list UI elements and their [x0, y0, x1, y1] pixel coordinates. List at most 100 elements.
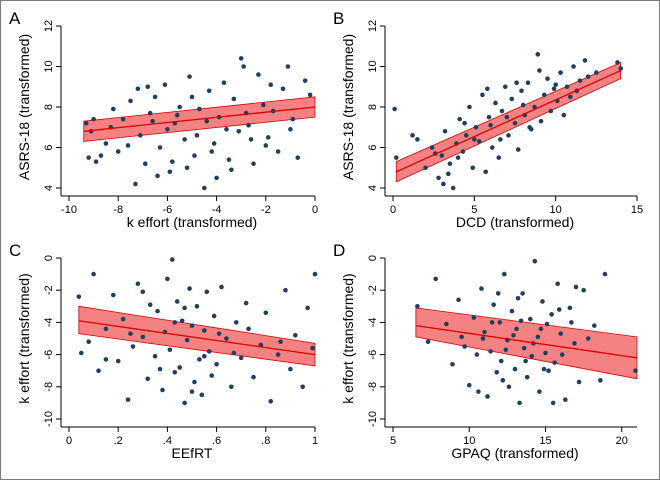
data-point-b — [585, 74, 591, 79]
data-point-b — [512, 120, 518, 126]
data-point-a — [268, 82, 274, 88]
data-point-c — [187, 286, 192, 291]
data-point-c — [103, 326, 109, 332]
data-point-d — [555, 281, 560, 287]
data-point-c — [174, 299, 180, 304]
data-point-c — [120, 316, 126, 322]
data-point-c — [165, 276, 170, 282]
y-tick-label-c: -2 — [43, 285, 55, 295]
data-point-d — [482, 329, 487, 335]
data-point-d — [524, 374, 530, 380]
data-point-d — [518, 318, 524, 324]
data-point-a — [150, 118, 155, 124]
data-point-d — [572, 341, 577, 346]
x-tick-label-a: 0 — [312, 204, 318, 216]
data-point-a — [167, 169, 173, 175]
data-point-d — [489, 320, 495, 325]
data-point-d — [506, 384, 512, 390]
data-point-a — [184, 165, 190, 171]
data-point-c — [216, 331, 222, 336]
data-point-a — [206, 88, 212, 94]
data-point-a — [155, 173, 160, 179]
data-point-b — [439, 153, 445, 158]
data-point-c — [135, 281, 141, 287]
data-point-c — [206, 349, 212, 354]
data-point-d — [549, 312, 554, 317]
data-point-d — [532, 258, 538, 264]
data-point-a — [120, 116, 126, 122]
data-point-d — [523, 358, 528, 364]
data-point-b — [410, 133, 415, 138]
x-tick-label-d: 15 — [539, 435, 551, 447]
data-point-d — [529, 353, 535, 359]
data-point-c — [202, 328, 207, 333]
data-point-a — [187, 74, 192, 79]
data-point-d — [502, 271, 507, 277]
data-point-b — [551, 86, 557, 92]
data-point-d — [517, 400, 522, 406]
data-point-c — [167, 347, 173, 353]
data-point-a — [231, 96, 237, 102]
data-point-b — [577, 78, 583, 83]
panel-c: C EEfRT k effort (transformed) 0 .2 .4 .6 .8… — [9, 241, 318, 461]
panel-label-a: A — [9, 9, 21, 28]
data-point-b — [486, 114, 492, 120]
data-point-b — [538, 118, 544, 124]
x-tick-label-b: 15 — [631, 204, 643, 216]
data-point-a — [256, 72, 261, 77]
data-point-c — [145, 376, 151, 382]
data-point-c — [204, 289, 210, 295]
y-axis-label-b: ASRS-18 (transformed) — [340, 34, 356, 180]
x-tick-label-c: .2 — [114, 435, 123, 447]
x-tick-label-c: .4 — [163, 435, 172, 447]
data-point-c — [238, 355, 244, 361]
data-point-b — [541, 92, 547, 98]
data-point-a — [238, 56, 244, 61]
panel-label-d: D — [333, 241, 345, 260]
data-point-b — [553, 82, 558, 88]
data-point-d — [459, 334, 464, 340]
data-point-a — [103, 141, 109, 146]
data-point-c — [152, 353, 158, 359]
fit-line-c — [78, 320, 316, 356]
x-axis-label-a: k effort (transformed) — [127, 214, 257, 230]
data-point-b — [441, 181, 446, 187]
data-point-c — [312, 271, 318, 277]
data-point-a — [221, 80, 227, 85]
data-point-d — [503, 347, 509, 353]
data-point-b — [392, 106, 397, 112]
data-point-a — [93, 159, 99, 164]
data-point-a — [170, 159, 175, 164]
data-point-d — [544, 321, 550, 327]
data-point-b — [415, 137, 420, 142]
data-point-c — [268, 398, 274, 404]
data-point-c — [199, 392, 205, 398]
data-point-c — [125, 397, 131, 402]
data-point-d — [425, 339, 431, 345]
data-point-a — [115, 149, 121, 154]
data-point-b — [423, 165, 428, 171]
data-point-c — [288, 366, 293, 372]
y-tick-label-b: 6 — [367, 144, 379, 150]
data-point-d — [511, 332, 516, 338]
data-point-b — [446, 171, 451, 177]
data-point-b — [450, 185, 456, 191]
y-tick-label-a: 6 — [43, 144, 55, 150]
y-tick-label-c: -4 — [43, 318, 55, 328]
data-point-a — [165, 126, 170, 132]
data-point-a — [135, 86, 141, 92]
data-point-a — [295, 155, 301, 160]
data-point-c — [310, 345, 315, 351]
data-point-c — [184, 337, 190, 343]
data-point-d — [602, 271, 608, 277]
panel-b: B DCD (transformed) ASRS-18 (transformed… — [333, 9, 643, 230]
y-tick-label-c: -8 — [43, 382, 55, 392]
y-tick-label-a: 10 — [43, 60, 55, 72]
data-point-a — [246, 122, 251, 128]
data-point-d — [495, 291, 501, 296]
data-point-b — [535, 52, 541, 57]
data-point-b — [436, 175, 441, 181]
data-point-d — [541, 366, 547, 372]
data-point-b — [463, 133, 469, 138]
data-point-d — [563, 397, 568, 402]
